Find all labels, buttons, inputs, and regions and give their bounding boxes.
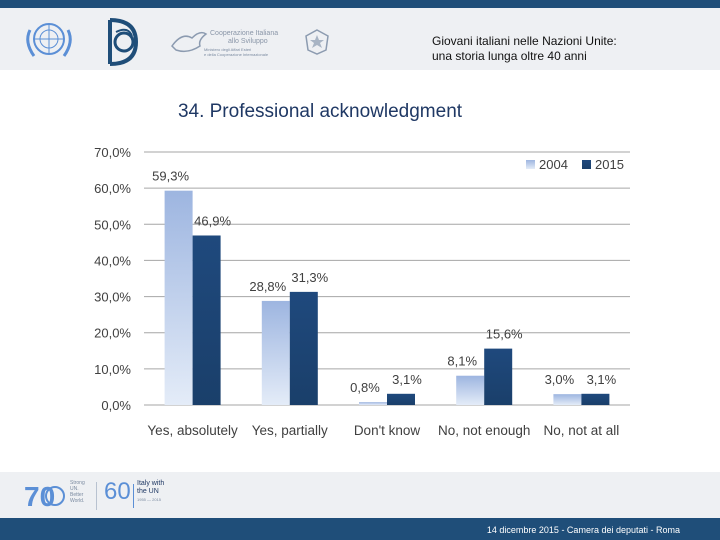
- y-tick-label: 40,0%: [94, 253, 131, 268]
- un70-tagline-1: Strong: [70, 480, 85, 486]
- y-tick-label: 0,0%: [101, 398, 131, 413]
- data-label: 31,3%: [291, 270, 328, 285]
- dove-icon: [171, 31, 208, 53]
- footer-date-text: 14 dicembre 2015 - Camera dei deputati -…: [486, 525, 680, 535]
- italy60-number: 60: [104, 478, 131, 505]
- italy60-text: Italy with the UN 1955 — 2015: [137, 480, 164, 504]
- coop-logo-line-2: allo Sviluppo: [228, 38, 268, 45]
- legend-label-2004: 2004: [539, 157, 568, 172]
- legend-swatch-2004: [526, 160, 535, 169]
- y-tick-label: 10,0%: [94, 362, 131, 377]
- footer-divider: [96, 482, 97, 510]
- data-label: 46,9%: [194, 213, 231, 228]
- slide-title: 34. Professional acknowledgment: [0, 101, 720, 123]
- x-tick-label: Yes, absolutely: [147, 423, 238, 438]
- un70-number: 70: [24, 481, 55, 512]
- data-label: 28,8%: [249, 279, 286, 294]
- coop-logo-line-1: Cooperazione Italiana: [210, 30, 279, 37]
- data-label: 0,8%: [350, 380, 380, 395]
- data-label: 8,1%: [447, 354, 477, 369]
- bar-2004-2: [359, 402, 387, 405]
- bar-2004-4: [553, 394, 582, 405]
- bar-2015-3: [484, 348, 513, 405]
- data-label: 3,0%: [545, 372, 575, 387]
- un-emblem-logo: [26, 23, 72, 57]
- legend-swatch-2015: [582, 160, 591, 169]
- un70-tagline-3: Better: [70, 492, 84, 498]
- bar-2004-1: [261, 300, 290, 405]
- un70-tagline-4: World.: [70, 498, 85, 504]
- header-title: Giovani italiani nelle Nazioni Unite: un…: [432, 34, 712, 64]
- bar-2004-0: [164, 190, 193, 405]
- x-tick-label: No, not enough: [438, 423, 530, 438]
- italy60-years: 1955 — 2015: [137, 497, 162, 502]
- top-accent-bar: [0, 0, 720, 8]
- y-tick-label: 70,0%: [94, 145, 131, 160]
- bar-2004-3: [456, 375, 485, 405]
- coop-logo-sub-2: e della Cooperazione Internazionale: [204, 52, 269, 57]
- un70-tagline-2: UN.: [70, 486, 79, 492]
- data-label: 3,1%: [392, 372, 422, 387]
- bar-2015-0: [192, 235, 221, 405]
- x-tick-label: Don't know: [354, 423, 421, 438]
- un70-tagline: Strong UN. Better World.: [70, 480, 85, 504]
- footer-band: 70 Strong UN. Better World. 60 Italy wit…: [0, 472, 720, 518]
- bar-2015-1: [289, 291, 318, 405]
- bar-chart: 0,0% 10,0% 20,0% 30,0% 40,0% 50,0% 60,0% 70,0% 5…: [94, 145, 630, 438]
- data-label: 15,6%: [486, 327, 523, 342]
- y-tick-label: 30,0%: [94, 290, 131, 305]
- header-title-line-1: Giovani italiani nelle Nazioni Unite:: [432, 34, 617, 48]
- header-title-line-2: una storia lunga oltre 40 anni: [432, 49, 587, 63]
- italy60-line-1: Italy with: [137, 480, 165, 487]
- un70-logo: 70: [24, 481, 65, 512]
- data-label: 3,1%: [587, 372, 617, 387]
- y-tick-label: 50,0%: [94, 217, 131, 232]
- coop-logo-sub-1: Ministero degli Affari Esteri: [204, 47, 252, 52]
- footer-bar: [0, 518, 720, 540]
- legend-label-2015: 2015: [595, 157, 624, 172]
- italian-emblem-icon: [305, 29, 329, 55]
- camera-deputati-logo: [108, 18, 139, 66]
- header-band: Cooperazione Italiana allo Sviluppo Mini…: [0, 8, 720, 70]
- y-tick-label: 60,0%: [94, 181, 131, 196]
- data-label: 59,3%: [152, 169, 189, 184]
- italy60-divider: [133, 484, 134, 508]
- x-tick-label: No, not at all: [544, 423, 620, 438]
- x-tick-label: Yes, partially: [252, 423, 328, 438]
- italy60-line-2: the UN: [137, 488, 159, 495]
- bar-2015-4: [581, 393, 610, 405]
- bar-2015-2: [387, 393, 415, 405]
- y-tick-label: 20,0%: [94, 326, 131, 341]
- slide-title-text: 34. Professional acknowledgment: [177, 101, 463, 122]
